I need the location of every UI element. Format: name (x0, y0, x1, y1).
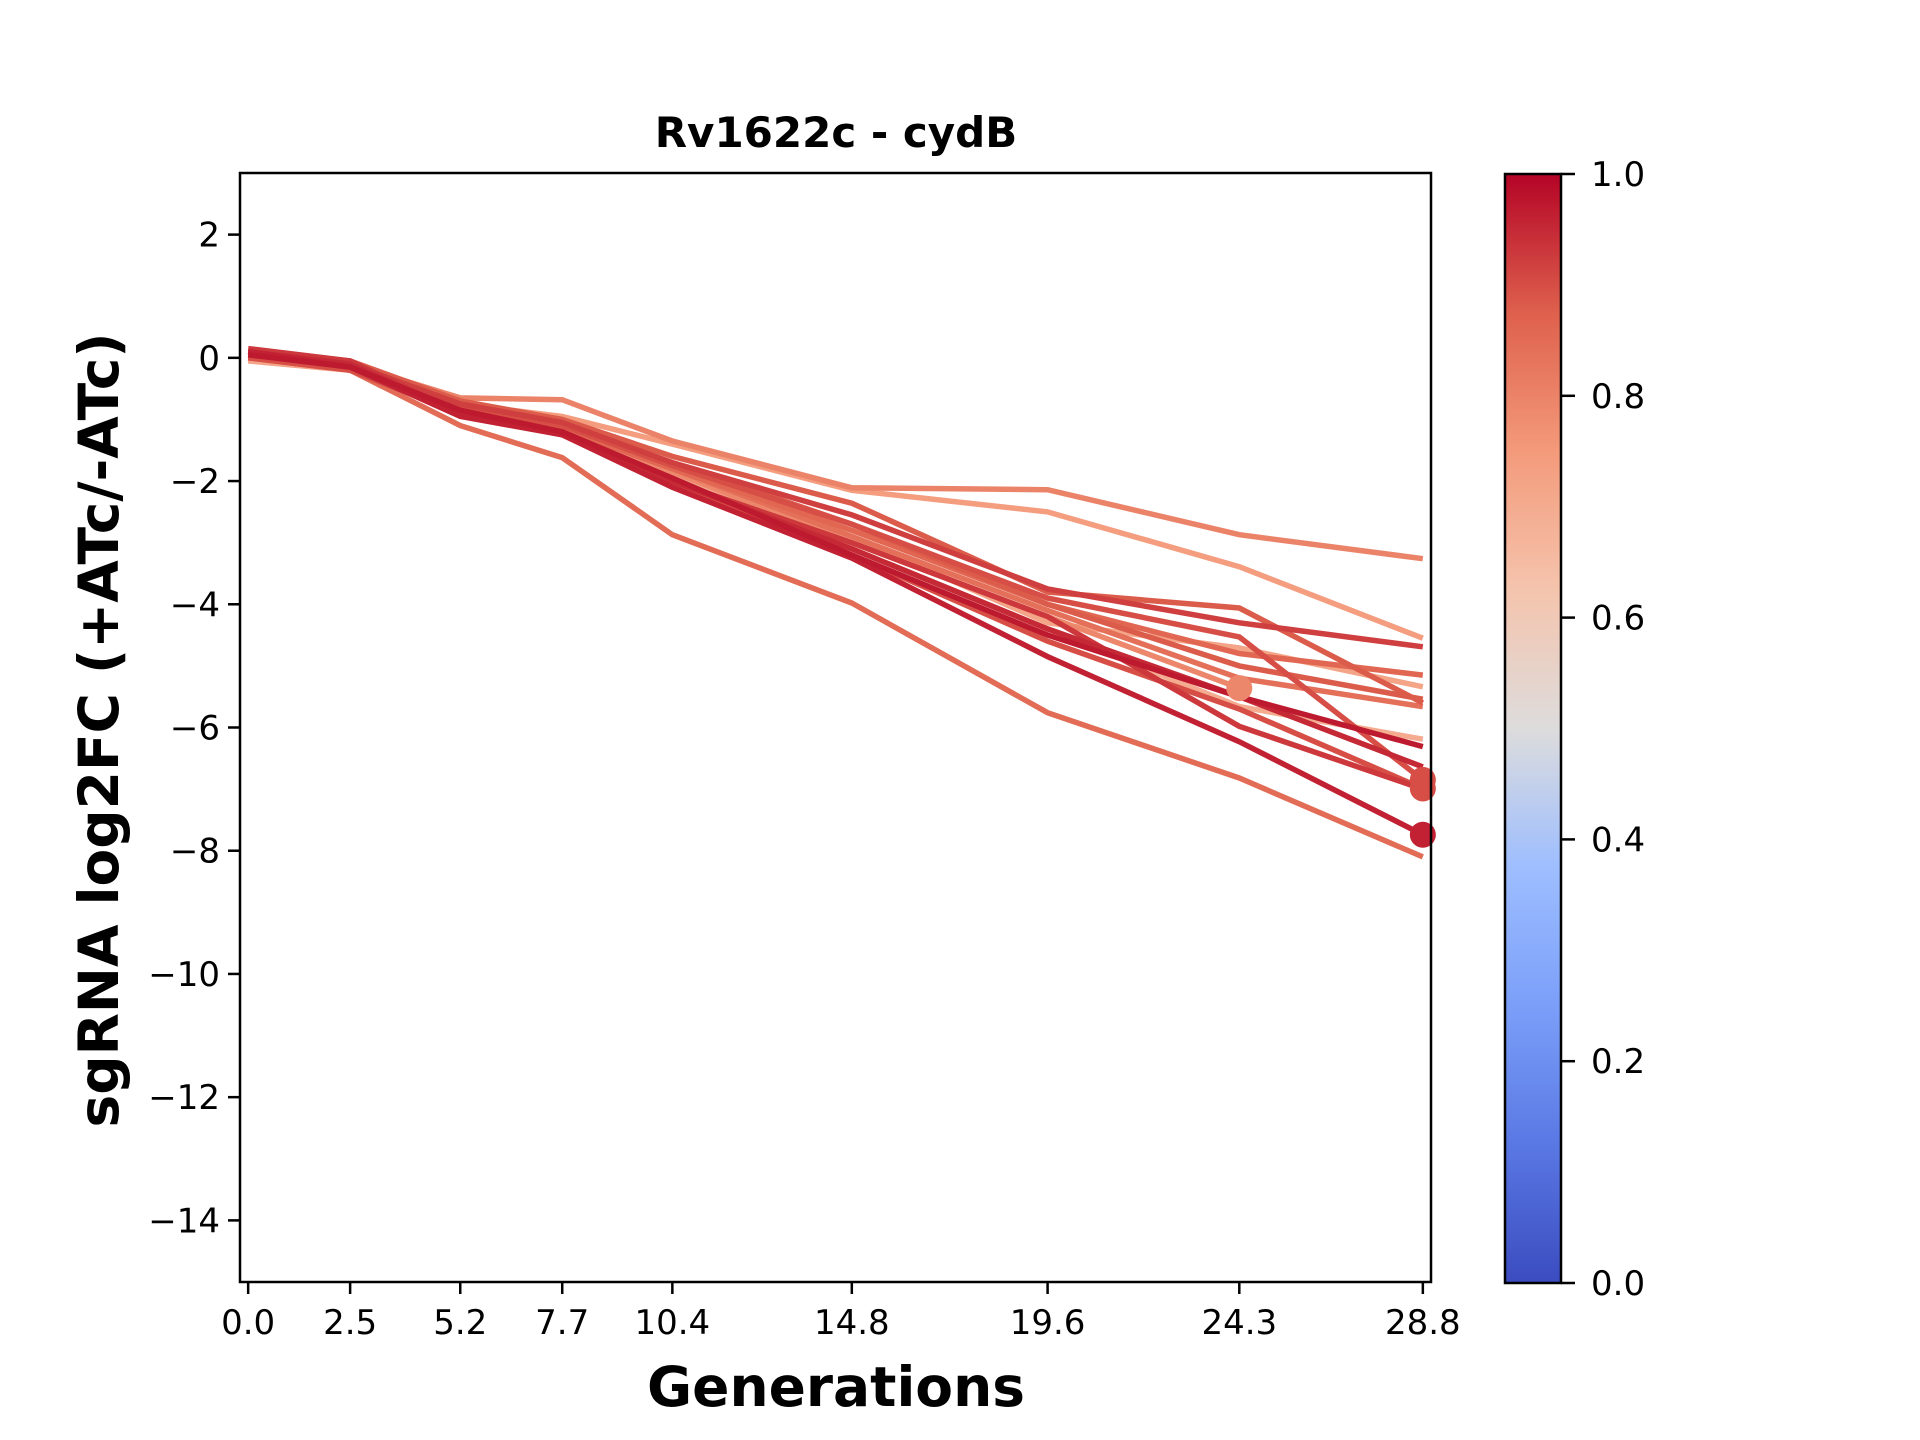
series-end-marker-sgRNA-13 (1409, 821, 1436, 848)
series-line-sgRNA-11 (247, 348, 1424, 770)
axes-frame (238, 171, 1433, 1284)
x-tick-label: 0.0 (221, 1303, 275, 1343)
y-tick-label: −12 (148, 1078, 220, 1118)
series-line-sgRNA-3 (247, 348, 1425, 706)
colorbar-tick-label: 1.0 (1591, 155, 1645, 195)
y-axis: 2 0 −2 −4 −6 −8 −10 −12 −14 (148, 216, 240, 1241)
series-line-sgRNA-14 (247, 355, 1424, 860)
x-tick-label: 28.8 (1385, 1303, 1461, 1343)
y-tick-label: −2 (170, 462, 220, 502)
colorbar-tick-label: 0.4 (1591, 820, 1645, 860)
series-end-marker-sgRNA-12 (1409, 775, 1436, 802)
x-axis: 0.0 2.5 5.2 7.7 10.4 14.8 19.6 24.3 28.8 (221, 1282, 1461, 1343)
series-line-sgRNA-10 (247, 352, 1424, 750)
y-tick-label: −6 (170, 709, 220, 749)
colorbar (1503, 172, 1563, 1285)
colorbar-tick-label: 0.0 (1591, 1264, 1645, 1304)
colorbar-tick-label: 0.6 (1591, 599, 1645, 639)
x-tick-label: 10.4 (634, 1303, 710, 1343)
y-tick-label: −14 (148, 1201, 220, 1241)
markers-group (1226, 675, 1436, 848)
series-group (247, 345, 1425, 860)
series-end-marker-sgRNA-8 (1226, 675, 1253, 702)
colorbar-tick-label: 0.8 (1591, 377, 1645, 417)
chart-title: Rv1622c - cydB (655, 108, 1018, 157)
y-axis-label: sgRNA log2FC (+ATc/-ATc) (67, 332, 131, 1127)
x-tick-label: 7.7 (535, 1303, 589, 1343)
y-tick-label: −8 (170, 832, 220, 872)
x-tick-label: 5.2 (433, 1303, 487, 1343)
x-tick-label: 24.3 (1201, 1303, 1277, 1343)
y-tick-label: 0 (198, 339, 220, 379)
x-tick-label: 19.6 (1010, 1303, 1086, 1343)
x-tick-label: 14.8 (814, 1303, 890, 1343)
y-tick-label: 2 (198, 216, 220, 256)
y-tick-label: −4 (170, 585, 220, 625)
series-line-sgRNA-12 (247, 355, 1424, 792)
x-tick-label: 2.5 (323, 1303, 377, 1343)
y-tick-label: −10 (148, 955, 220, 995)
x-axis-label: Generations (647, 1355, 1025, 1419)
series-line-sgRNA-13 (247, 348, 1425, 838)
colorbar-axis: 1.0 0.8 0.6 0.4 0.2 0.0 (1561, 155, 1645, 1304)
colorbar-tick-label: 0.2 (1591, 1042, 1645, 1082)
